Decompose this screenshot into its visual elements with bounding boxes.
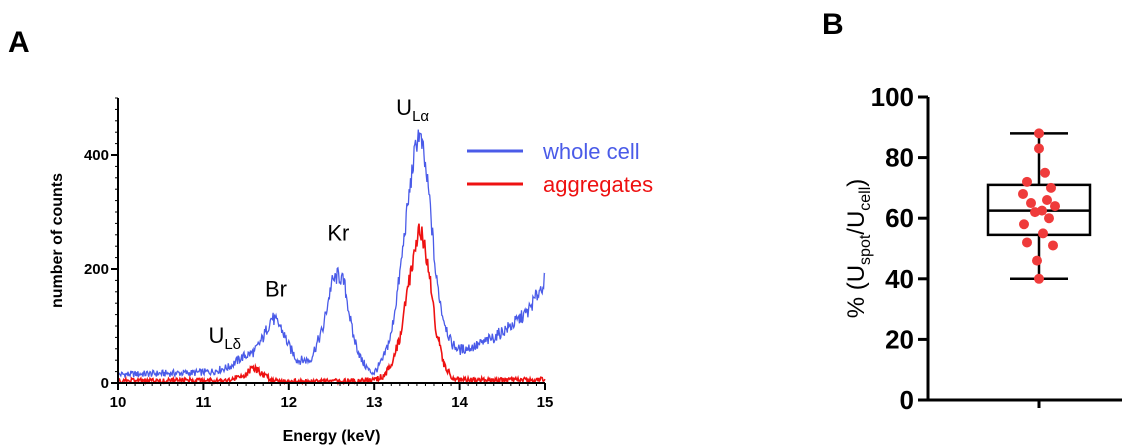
data-point [1044, 213, 1054, 224]
ylabel-prefix: % (U [843, 265, 870, 318]
data-point [1038, 228, 1048, 239]
box-plot-y-tick-label: 60 [885, 203, 914, 233]
data-point [1019, 219, 1029, 230]
data-point [1048, 240, 1058, 251]
data-point [1026, 198, 1036, 209]
data-point [1040, 167, 1050, 178]
legend-label-whole-cell: whole cell [542, 139, 640, 164]
data-point [1042, 195, 1052, 206]
box-plot-y-tick-label: 80 [885, 143, 914, 173]
box-plot-y-tick-label: 20 [885, 324, 914, 354]
data-point [1050, 201, 1060, 212]
spectrum-y-axis-label: number of counts [49, 173, 66, 308]
panel-letter-b: B [822, 8, 844, 41]
peak-label: ULα [396, 95, 429, 125]
spectrum-axes: 0 200 400 10 11 12 13 14 15 [84, 97, 554, 411]
ylabel-mid: /U [843, 211, 870, 235]
spectrum-x-axis-label: Energy (keV) [283, 428, 381, 445]
peak-label: Br [265, 276, 287, 301]
ylabel-sub-cell: cell [857, 187, 874, 211]
data-point [1034, 143, 1044, 154]
box-plot-chart: 0 20 40 60 80 100 % (Uspot/Ucell) [843, 82, 1122, 415]
ylabel-sub-spot: spot [857, 234, 874, 265]
data-point [1046, 182, 1056, 193]
spectrum-legend: whole cell aggregates [467, 139, 653, 197]
spectrum-x-tick-label: 12 [280, 394, 297, 411]
data-point [1030, 207, 1040, 218]
data-point [1032, 255, 1042, 266]
data-point [1018, 188, 1028, 199]
peak-label: ULδ [208, 323, 241, 353]
spectrum-y-tick-label: 200 [84, 261, 109, 278]
data-point [1034, 273, 1044, 284]
data-point [1034, 128, 1044, 139]
spectrum-x-tick-label: 10 [110, 394, 127, 411]
spectrum-chart: 0 200 400 10 11 12 13 14 15 Energy (keV) number … [49, 95, 653, 445]
spectrum-y-tick-label: 400 [84, 147, 109, 164]
spectrum-x-tick-label: 11 [195, 394, 211, 411]
box-plot-y-tick-label: 40 [885, 264, 914, 294]
peak-annotations: ULδ Br Kr ULα [208, 95, 429, 353]
box-plot-axes: 0 20 40 60 80 100 [871, 82, 1122, 415]
spectrum-y-tick-label: 0 [101, 375, 109, 392]
spectrum-x-tick-label: 14 [451, 394, 468, 411]
data-point [1022, 237, 1032, 248]
box-plot-y-tick-label: 100 [871, 82, 914, 112]
ylabel-suffix: ) [843, 179, 870, 187]
spectrum-x-tick-label: 15 [537, 394, 554, 411]
box-plot-y-tick-label: 0 [900, 385, 914, 415]
legend-label-aggregates: aggregates [543, 172, 653, 197]
spectrum-plot-area [117, 129, 546, 386]
box-plot-marks [986, 128, 1092, 284]
series-line-aggregates [117, 223, 546, 386]
spectrum-x-tick-label: 13 [366, 394, 383, 411]
panel-letter-a: A [8, 26, 30, 59]
peak-label: Kr [327, 221, 349, 246]
series-line-whole-cell [117, 129, 546, 379]
box-plot-y-axis-label: % (Uspot/Ucell) [843, 179, 874, 319]
data-point [1022, 176, 1032, 187]
